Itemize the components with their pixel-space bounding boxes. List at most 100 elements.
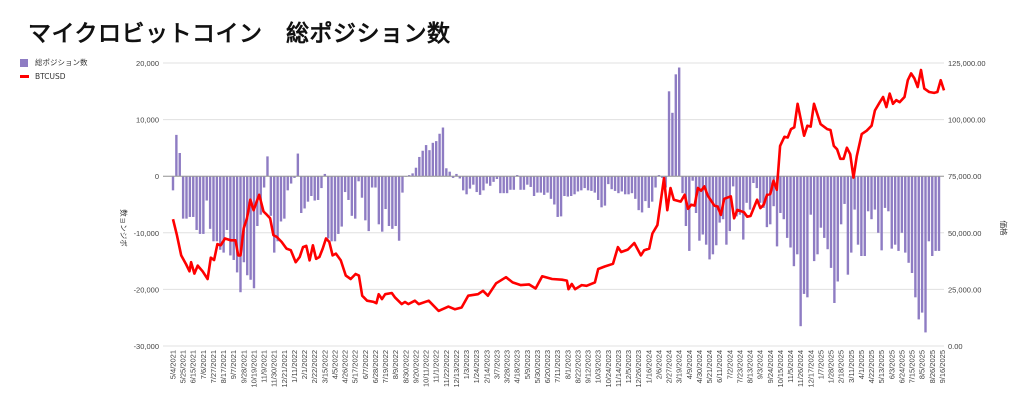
x-tick-label: 5/21/2024	[705, 350, 714, 383]
x-tick-label: 8/13/2024	[746, 350, 755, 383]
position-bar	[728, 176, 731, 232]
position-bar	[583, 176, 586, 189]
position-bar	[647, 176, 650, 208]
position-bar	[711, 176, 715, 255]
position-bar	[870, 176, 873, 220]
x-tick-label: 2/22/2022	[310, 350, 319, 383]
position-bar	[323, 173, 327, 177]
position-bar	[698, 176, 701, 241]
position-bar	[671, 112, 674, 177]
position-bar	[522, 176, 526, 190]
position-bar	[856, 176, 860, 245]
position-bar	[367, 176, 370, 232]
position-bar	[178, 152, 181, 177]
position-bar	[171, 176, 175, 191]
position-bar	[654, 176, 657, 188]
position-bar	[421, 150, 424, 177]
x-tick-label: 5/25/2021	[179, 350, 188, 383]
position-bar	[897, 176, 900, 251]
position-bar	[192, 176, 195, 217]
position-bar	[384, 176, 387, 210]
x-tick-label: 3/19/2024	[675, 350, 684, 383]
position-bar	[546, 176, 549, 193]
x-tick-label: 4/22/2025	[867, 350, 876, 383]
x-tick-label: 2/27/2024	[665, 350, 674, 383]
position-bar	[448, 171, 451, 177]
position-bar	[445, 168, 448, 177]
x-tick-label: 3/28/2023	[503, 350, 512, 383]
position-bar	[488, 176, 492, 186]
position-bar	[708, 176, 711, 260]
position-bar	[215, 176, 219, 242]
x-tick-label: 1/7/2025	[816, 350, 825, 379]
position-bar	[789, 176, 792, 248]
x-tick-label: 8/1/2023	[563, 350, 572, 379]
position-bar	[266, 156, 269, 177]
position-bar	[202, 176, 205, 234]
position-bar	[924, 176, 927, 333]
position-bar	[725, 176, 728, 245]
position-bar	[900, 176, 904, 233]
position-bar	[752, 176, 755, 183]
position-bar	[462, 176, 465, 191]
x-tick-label: 7/2/2024	[725, 350, 734, 379]
position-bar	[360, 176, 364, 198]
position-bar	[755, 176, 758, 189]
x-axis-ticks: 5/4/2021 5/25/2021 6/15/2021 7/6/2021 7/27/2…	[169, 350, 947, 388]
position-bar	[850, 176, 853, 253]
position-bar	[735, 176, 738, 217]
x-tick-label: 10/11/2022	[422, 350, 431, 387]
position-bar	[819, 176, 823, 228]
position-bar	[549, 176, 553, 199]
position-bar	[829, 176, 833, 268]
position-bar	[381, 176, 384, 232]
x-tick-label: 4/5/2022	[331, 350, 340, 379]
position-bar	[893, 176, 897, 245]
position-bar	[505, 176, 509, 194]
position-bar	[526, 176, 529, 185]
position-bar	[313, 176, 316, 201]
position-bar	[796, 176, 799, 255]
position-bar	[590, 176, 593, 191]
legend-label-btcusd: BTCUSD	[35, 72, 66, 81]
position-bar	[509, 176, 512, 190]
position-bar	[806, 176, 809, 298]
x-tick-label: 11/30/2021	[270, 350, 279, 387]
position-bar	[603, 176, 607, 206]
position-bar	[492, 176, 495, 182]
position-bar	[431, 142, 435, 177]
position-bar	[458, 176, 462, 179]
position-bar	[306, 176, 310, 202]
position-bar	[232, 176, 235, 260]
position-bar	[354, 176, 357, 219]
x-tick-label: 8/26/2025	[928, 350, 937, 383]
x-tick-label: 7/23/2024	[735, 350, 744, 383]
legend-item-positions: 総ポジション数	[20, 57, 88, 68]
x-tick-label: 7/11/2023	[553, 350, 562, 383]
position-bar	[785, 176, 789, 238]
position-bar	[438, 133, 441, 177]
position-bar	[316, 176, 320, 200]
x-tick-label: 1/24/2023	[472, 350, 481, 383]
x-tick-label: 9/7/2021	[229, 350, 238, 379]
x-tick-label: 2/14/2023	[482, 350, 491, 383]
position-bar	[212, 176, 215, 242]
position-bar	[816, 176, 819, 255]
position-bar	[401, 176, 404, 193]
position-bar	[667, 91, 671, 177]
left-axis-title: 数ョンジボ	[119, 209, 129, 247]
position-bar	[418, 156, 421, 177]
x-tick-label: 10/3/2023	[594, 350, 603, 383]
position-bar	[873, 176, 877, 210]
position-bar	[300, 176, 303, 213]
position-bar	[370, 176, 374, 188]
position-bar	[374, 176, 377, 188]
position-bar	[350, 176, 354, 216]
position-bar	[823, 176, 826, 238]
position-bar	[937, 176, 941, 251]
position-bar	[580, 176, 583, 191]
position-bar	[482, 176, 485, 191]
left-tick-label: -30,000	[134, 342, 159, 351]
x-tick-label: 2/6/2024	[654, 350, 663, 379]
